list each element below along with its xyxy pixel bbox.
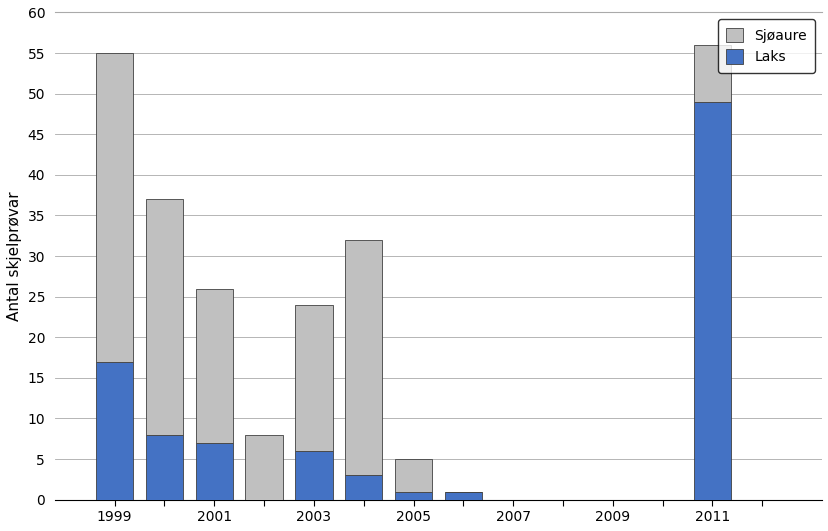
Bar: [195, 288, 233, 443]
Bar: [394, 459, 431, 492]
Bar: [344, 240, 382, 475]
Bar: [295, 305, 332, 451]
Bar: [444, 492, 481, 500]
Bar: [96, 362, 133, 500]
Bar: [96, 53, 133, 362]
Bar: [146, 435, 183, 500]
Bar: [693, 45, 730, 102]
Bar: [245, 435, 282, 500]
Bar: [195, 443, 233, 500]
Bar: [394, 492, 431, 500]
Bar: [146, 199, 183, 435]
Bar: [295, 451, 332, 500]
Bar: [693, 102, 730, 500]
Y-axis label: Antal skjelprøvar: Antal skjelprøvar: [7, 191, 22, 321]
Legend: Sjøaure, Laks: Sjøaure, Laks: [717, 20, 814, 73]
Bar: [344, 475, 382, 500]
